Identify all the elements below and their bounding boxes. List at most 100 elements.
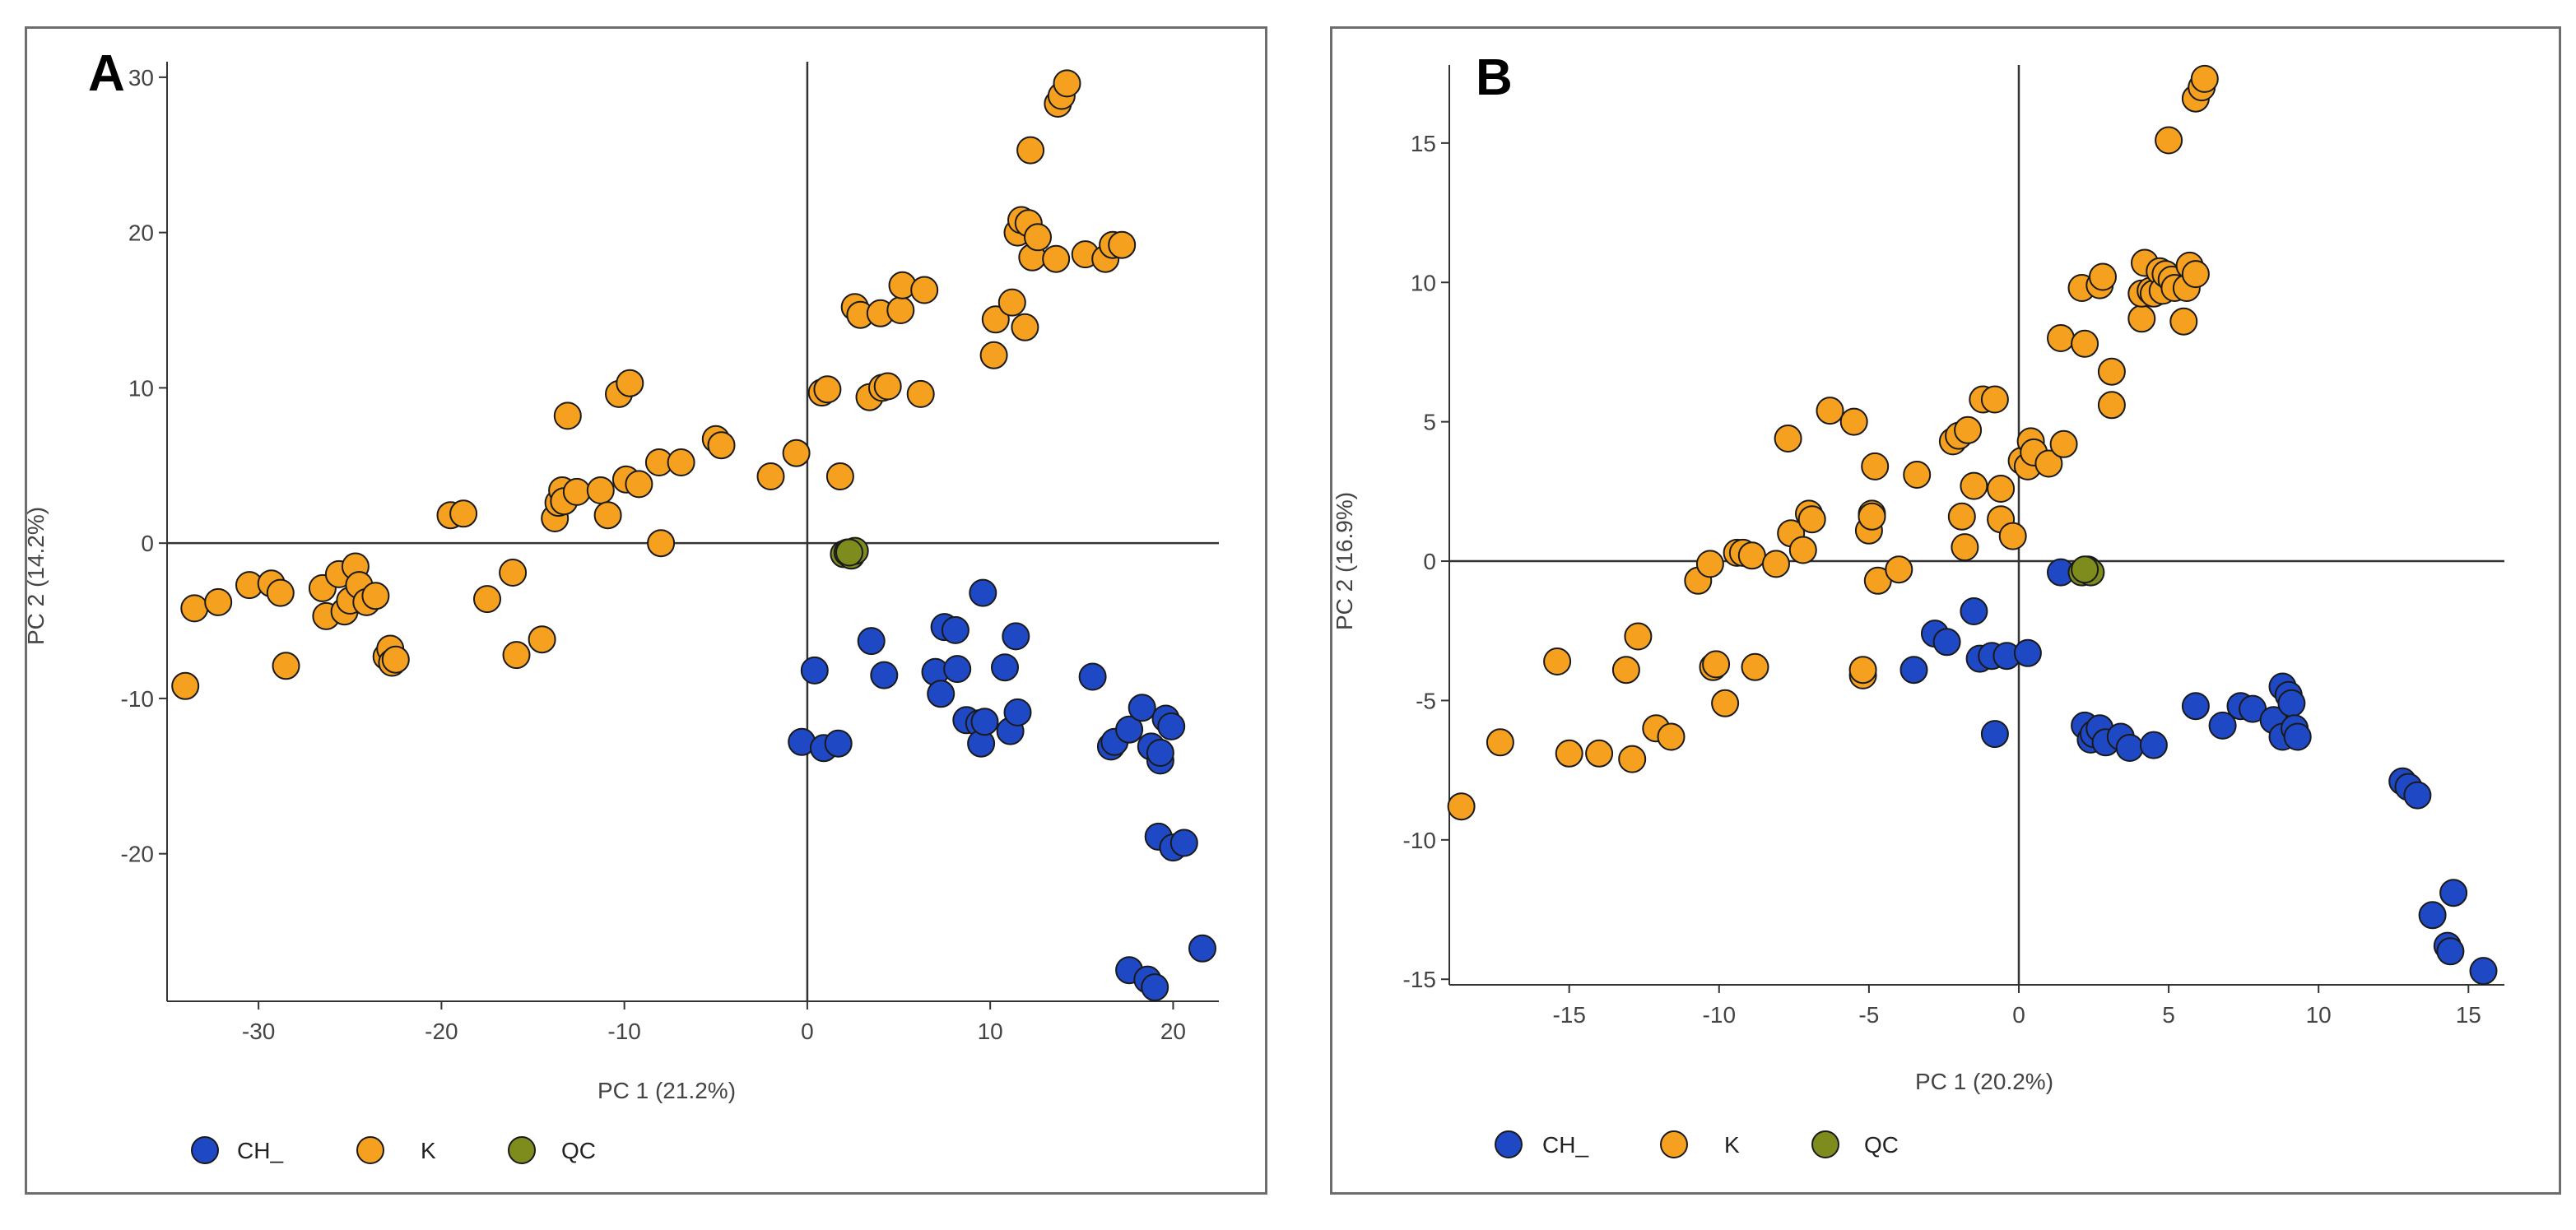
data-point	[1861, 452, 1890, 480]
data-point	[586, 476, 615, 504]
data-point	[593, 501, 622, 530]
data-point	[981, 305, 1010, 334]
x-tick-label: 0	[801, 1019, 814, 1044]
data-point	[204, 587, 233, 616]
data-point	[943, 655, 972, 684]
data-point	[756, 462, 785, 490]
legend-marker-k	[356, 1136, 384, 1164]
data-point	[886, 296, 915, 324]
data-point	[2418, 901, 2447, 930]
data-point	[1555, 739, 1583, 768]
data-point	[1848, 656, 1877, 685]
data-point	[813, 375, 842, 404]
data-point	[1737, 541, 1766, 570]
data-point	[1003, 698, 1032, 726]
data-point	[1839, 407, 1868, 436]
data-point	[616, 369, 644, 397]
y-tick-label: 10	[128, 375, 154, 401]
legend-label-k: K	[1724, 1132, 1740, 1158]
data-point	[782, 439, 811, 467]
x-tick-label: 0	[2012, 1002, 2025, 1028]
data-point	[1762, 550, 1790, 578]
data-point	[1002, 622, 1030, 651]
data-point	[2208, 711, 2237, 740]
data-point	[1078, 662, 1107, 691]
data-point	[1447, 792, 1476, 821]
data-point	[1624, 622, 1653, 651]
data-point	[2439, 879, 2468, 907]
x-tick-label: 10	[978, 1019, 1003, 1044]
data-point	[528, 625, 556, 654]
chart-panel-b: B PC 1 (20.2%) PC 2 (16.9%) CH_ K QC -15…	[1330, 26, 2561, 1195]
data-point	[2071, 555, 2099, 584]
series-k	[171, 69, 1137, 700]
data-point	[180, 594, 209, 623]
y-tick-label: 10	[1411, 270, 1436, 295]
legend-label-k: K	[421, 1138, 436, 1163]
data-point	[1980, 385, 2009, 414]
data-point	[1960, 471, 1988, 500]
data-point	[1899, 656, 1928, 685]
series-qc	[830, 536, 869, 570]
legend-a: CH_ K QC	[191, 1136, 596, 1164]
data-point	[824, 729, 853, 758]
data-point	[927, 680, 956, 708]
data-point	[2097, 357, 2126, 386]
data-point	[979, 341, 1008, 369]
data-point	[997, 288, 1026, 317]
data-point	[2034, 449, 2063, 478]
data-point	[2049, 429, 2078, 458]
x-tick-label: 5	[2162, 1002, 2175, 1028]
data-point	[1903, 461, 1932, 489]
data-point	[2047, 324, 2075, 352]
data-point	[1858, 502, 1886, 531]
y-tick-label: -10	[121, 686, 154, 712]
data-point	[1157, 712, 1186, 740]
data-point	[1695, 550, 1724, 578]
pca-scatter-plot-a: A PC 1 (21.2%) PC 2 (14.2%) CH_ K QC -30…	[27, 45, 1219, 1164]
data-point	[2283, 722, 2312, 751]
data-point	[1053, 69, 1081, 98]
data-point	[1042, 244, 1071, 273]
x-tick-label: -10	[1703, 1002, 1736, 1028]
data-point	[941, 615, 969, 644]
series-ch	[788, 578, 1216, 1001]
data-point	[381, 645, 410, 674]
data-point	[1947, 502, 1976, 531]
pca-scatter-plot-b: B PC 1 (20.2%) PC 2 (16.9%) CH_ K QC -15…	[1332, 49, 2504, 1158]
data-point	[2139, 731, 2168, 759]
legend-marker-ch	[1495, 1130, 1523, 1158]
data-point	[1024, 223, 1052, 252]
x-tick-label: -5	[1858, 1002, 1879, 1028]
series-k	[1447, 64, 2219, 821]
data-point	[1951, 533, 1979, 562]
data-point	[800, 656, 829, 685]
y-tick-label: 30	[128, 65, 154, 91]
y-tick-label: -10	[1403, 828, 1436, 853]
legend-marker-ch	[191, 1136, 219, 1164]
data-point	[266, 578, 295, 607]
data-point	[562, 477, 591, 506]
data-point	[969, 578, 997, 607]
data-point	[1954, 415, 1983, 444]
data-point	[1611, 656, 1640, 685]
data-point	[2469, 957, 2498, 986]
data-point	[1960, 597, 1988, 625]
data-point	[1998, 522, 2027, 550]
data-point	[1188, 934, 1216, 963]
data-point	[1774, 425, 1802, 453]
data-point	[625, 470, 653, 499]
data-point	[1741, 652, 1769, 681]
y-tick-label: 0	[141, 531, 154, 556]
data-point	[2089, 262, 2117, 291]
data-point	[1543, 647, 1572, 675]
data-point	[2115, 734, 2144, 762]
data-point	[1141, 973, 1169, 1001]
data-point	[361, 582, 390, 610]
data-point	[1797, 505, 1826, 534]
series-ch	[1899, 558, 2498, 986]
x-tick-label: -10	[607, 1019, 640, 1044]
data-point	[1128, 694, 1156, 722]
data-point	[970, 708, 999, 736]
y-tick-label: 0	[1423, 549, 1436, 574]
